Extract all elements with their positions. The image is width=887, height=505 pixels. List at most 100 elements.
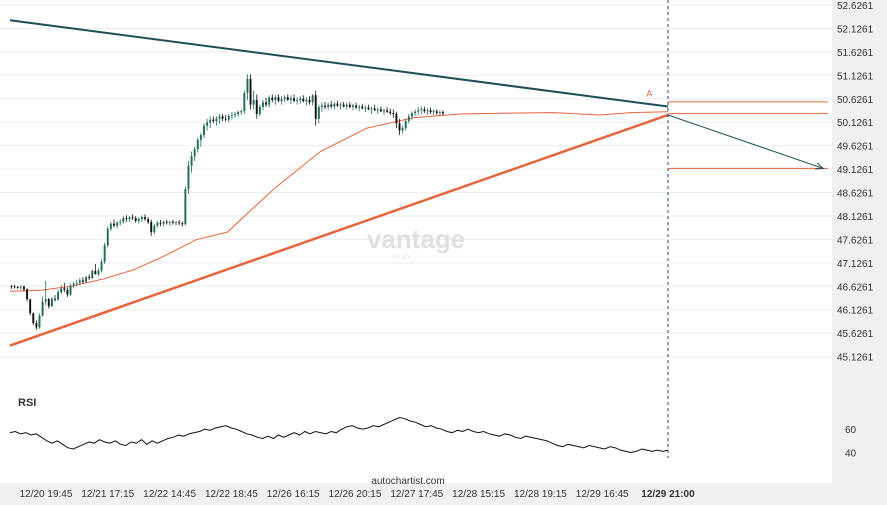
candle-body — [165, 221, 168, 223]
candle — [85, 275, 88, 283]
candle-body — [404, 121, 407, 129]
candle — [113, 219, 115, 228]
candle-body — [283, 97, 286, 100]
candle-body — [35, 323, 38, 328]
candle-body — [361, 106, 364, 109]
candle — [122, 216, 125, 224]
candle — [249, 74, 252, 110]
candle-body — [426, 110, 429, 112]
candle-body — [339, 104, 342, 106]
candle-body — [215, 118, 218, 122]
price-tick-label: 48.1261 — [837, 212, 874, 223]
candle-body — [246, 78, 249, 93]
candle-body — [54, 298, 56, 300]
candle — [147, 217, 150, 225]
candle — [29, 298, 32, 316]
candle — [32, 312, 35, 325]
candle-body — [29, 299, 32, 314]
candle — [57, 289, 60, 301]
candle — [348, 101, 351, 109]
candle — [277, 94, 280, 103]
candle-body — [23, 286, 25, 290]
candle — [23, 285, 25, 292]
candle — [410, 111, 413, 120]
candle-body — [44, 299, 47, 302]
candle — [311, 94, 314, 106]
candle — [100, 259, 103, 273]
candle-body — [234, 114, 236, 115]
candle-body — [358, 106, 361, 108]
candle-body — [429, 110, 432, 113]
watermark-sub: PLUS — [393, 254, 412, 261]
candle — [364, 105, 367, 113]
candle — [91, 269, 94, 280]
candle-body — [181, 223, 184, 225]
candle-body — [116, 222, 119, 226]
price-tick-label: 47.1261 — [837, 259, 874, 270]
candle — [296, 97, 299, 105]
candle-body — [376, 109, 379, 111]
candle-body — [19, 286, 22, 288]
moving-average-line — [9, 111, 669, 292]
time-tick-label: 12/26 16:15 — [267, 489, 320, 500]
candle-body — [162, 221, 165, 224]
candle — [144, 214, 146, 221]
candle — [255, 94, 258, 119]
candle-body — [398, 123, 401, 131]
candle-body — [184, 189, 187, 225]
candle — [333, 102, 336, 110]
candle-body — [41, 301, 44, 316]
candle-body — [47, 299, 50, 307]
candle — [181, 221, 184, 227]
candle-body — [320, 105, 323, 108]
candle — [302, 95, 305, 103]
candle-body — [91, 271, 94, 279]
candle — [159, 219, 162, 227]
candle-body — [178, 222, 181, 224]
time-axis-band — [0, 483, 887, 505]
candle-body — [252, 99, 255, 105]
candle — [88, 274, 91, 280]
price-tick-label: 45.1261 — [837, 353, 874, 364]
candle-body — [78, 280, 81, 283]
candle — [320, 102, 323, 112]
price-ticks: 52.6261 52.1261 51.6261 51.1261 50.6261 50.12… — [837, 1, 874, 364]
candle-body — [10, 286, 13, 287]
candle-body — [435, 111, 438, 114]
candle — [178, 219, 181, 226]
candle — [153, 224, 156, 235]
time-tick-label: 12/20 19:45 — [20, 489, 73, 500]
candle-body — [125, 218, 128, 220]
candle — [271, 94, 274, 103]
grid — [0, 4, 832, 358]
candle — [94, 264, 97, 275]
candle-body — [57, 292, 60, 300]
candle — [442, 110, 444, 115]
candle — [227, 114, 230, 123]
price-tick-label: 52.6261 — [837, 1, 874, 12]
candle-body — [81, 280, 84, 282]
candle-body — [330, 104, 333, 107]
candle — [355, 102, 358, 110]
candle — [156, 220, 159, 228]
candle-body — [13, 286, 16, 288]
candle — [171, 219, 174, 225]
candle — [206, 118, 209, 131]
candle — [72, 281, 75, 289]
candle — [299, 96, 302, 104]
price-tick-label: 50.1261 — [837, 118, 874, 129]
candle-body — [190, 156, 193, 166]
candle — [342, 101, 345, 108]
candle-body — [299, 98, 302, 100]
candle-body — [150, 221, 153, 233]
candle-body — [271, 97, 274, 100]
candle — [361, 103, 364, 110]
candle-body — [289, 98, 292, 100]
candle — [426, 108, 429, 115]
candle-body — [392, 113, 395, 115]
candle-body — [140, 217, 143, 220]
candle-body — [308, 99, 311, 103]
candle-body — [218, 116, 221, 119]
watermark-brand: vantage — [367, 224, 465, 254]
candle-body — [286, 97, 289, 100]
